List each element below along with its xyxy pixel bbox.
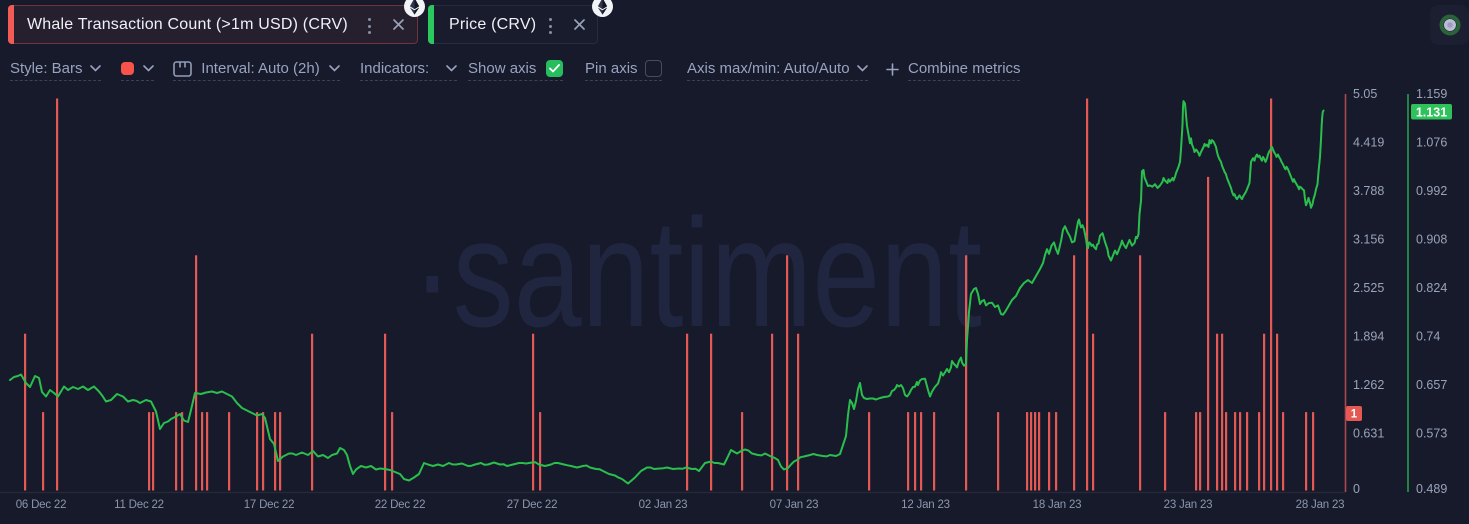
svg-text:5.05: 5.05	[1353, 87, 1377, 101]
svg-text:3.156: 3.156	[1353, 233, 1384, 247]
svg-text:2.525: 2.525	[1353, 281, 1384, 295]
svg-text:0.74: 0.74	[1416, 330, 1440, 344]
svg-text:1: 1	[1351, 409, 1358, 421]
svg-text:1.076: 1.076	[1416, 136, 1447, 150]
svg-text:06 Dec 22: 06 Dec 22	[16, 499, 67, 511]
svg-text:0.992: 0.992	[1416, 184, 1447, 198]
svg-text:07 Jan 23: 07 Jan 23	[770, 499, 819, 511]
svg-text:1.131: 1.131	[1416, 106, 1447, 120]
svg-text:3.788: 3.788	[1353, 184, 1384, 198]
svg-text:0: 0	[1353, 482, 1360, 496]
svg-text:4.419: 4.419	[1353, 136, 1384, 150]
svg-text:0.824: 0.824	[1416, 281, 1447, 295]
svg-text:0.631: 0.631	[1353, 427, 1384, 441]
svg-text:18 Jan 23: 18 Jan 23	[1033, 499, 1082, 511]
svg-text:0.657: 0.657	[1416, 378, 1447, 392]
svg-text:02 Jan 23: 02 Jan 23	[639, 499, 688, 511]
svg-text:0.908: 0.908	[1416, 233, 1447, 247]
svg-text:·santiment: ·santiment	[412, 187, 982, 359]
svg-text:1.159: 1.159	[1416, 87, 1447, 101]
svg-text:22 Dec 22: 22 Dec 22	[375, 499, 426, 511]
svg-text:28 Jan 23: 28 Jan 23	[1296, 499, 1345, 511]
svg-text:12 Jan 23: 12 Jan 23	[901, 499, 950, 511]
svg-text:27 Dec 22: 27 Dec 22	[507, 499, 558, 511]
svg-text:17 Dec 22: 17 Dec 22	[244, 499, 295, 511]
svg-text:0.489: 0.489	[1416, 482, 1447, 496]
svg-text:1.262: 1.262	[1353, 378, 1384, 392]
svg-text:23 Jan 23: 23 Jan 23	[1164, 499, 1213, 511]
svg-text:1.894: 1.894	[1353, 330, 1384, 344]
svg-text:0.573: 0.573	[1416, 427, 1447, 441]
svg-text:11 Dec 22: 11 Dec 22	[114, 499, 164, 511]
